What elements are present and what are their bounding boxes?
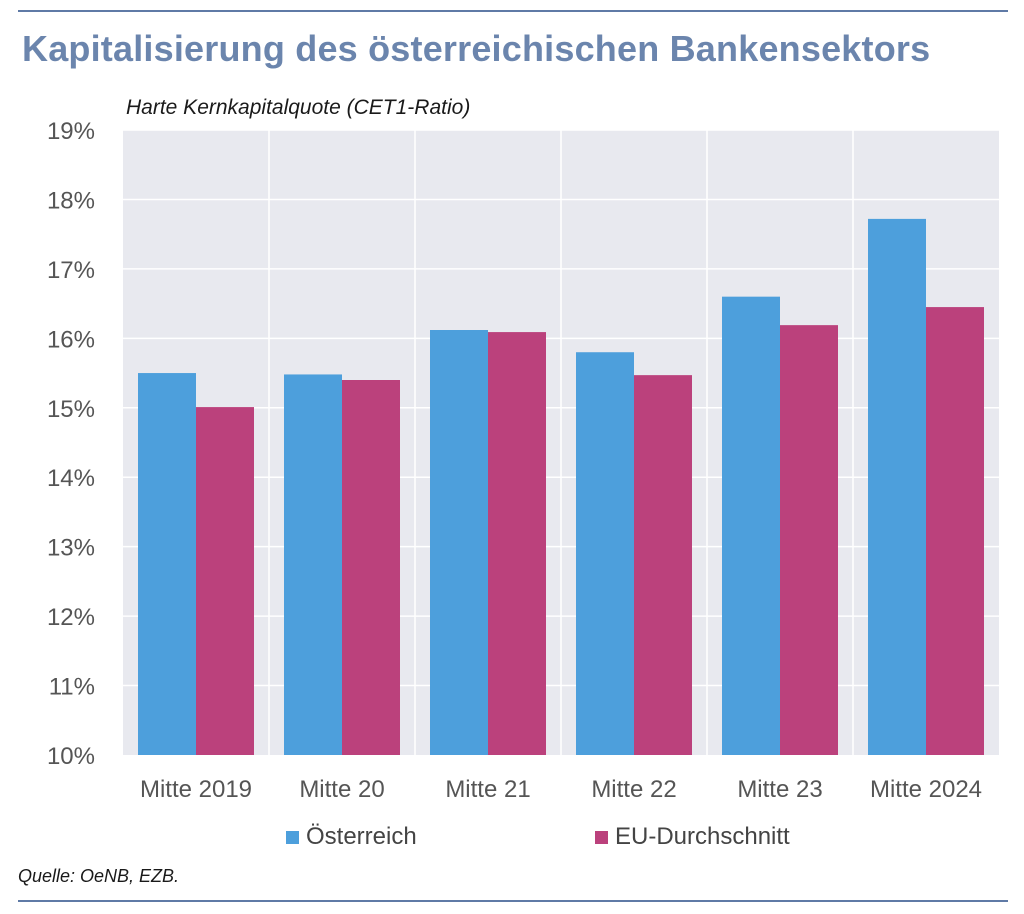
y-tick-label: 15% [47, 396, 95, 423]
bar-oesterreich [430, 330, 488, 755]
plot-area: 10% 11% 12% 13% 14% 15% 16% 17% 18% 19% Mitte 2019… [47, 118, 999, 803]
y-tick-label: 10% [47, 743, 95, 770]
bar-oesterreich [284, 374, 342, 755]
y-tick-label: 17% [47, 257, 95, 284]
x-tick-label: Mitte 2019 [140, 776, 252, 803]
bottom-rule [18, 900, 1008, 902]
top-rule [18, 10, 1008, 12]
page-title: Kapitalisierung des österreichischen Ban… [22, 28, 931, 69]
y-tick-label: 11% [49, 674, 95, 701]
y-tick-label: 18% [47, 187, 95, 214]
bar-eu-durchschnitt [342, 380, 400, 755]
source-note: Quelle: OeNB, EZB. [18, 866, 180, 886]
bar-eu-durchschnitt [926, 307, 984, 755]
bar-eu-durchschnitt [488, 332, 546, 755]
bar-eu-durchschnitt [634, 375, 692, 755]
bar-eu-durchschnitt [196, 407, 254, 755]
x-tick-label: Mitte 23 [737, 776, 822, 803]
chart-subtitle: Harte Kernkapitalquote (CET1-Ratio) [126, 96, 471, 119]
bar-oesterreich [722, 296, 780, 755]
bar-eu-durchschnitt [780, 325, 838, 755]
legend-label-eu-durchschnitt: EU-Durchschnitt [615, 823, 790, 850]
y-tick-label: 16% [47, 326, 95, 353]
legend-label-oesterreich: Österreich [306, 823, 417, 850]
legend-swatch-eu-durchschnitt [595, 830, 608, 844]
y-tick-label: 14% [47, 465, 95, 492]
legend-item-eu-durchschnitt: EU-Durchschnitt [595, 823, 790, 851]
y-tick-label: 12% [47, 604, 95, 631]
y-tick-label: 19% [47, 118, 95, 145]
bar-oesterreich [138, 373, 196, 755]
x-tick-label: Mitte 20 [299, 776, 384, 803]
chart-legend: Österreich EU-Durchschnitt [0, 823, 1024, 859]
x-tick-label: Mitte 21 [445, 776, 530, 803]
y-tick-label: 13% [47, 535, 95, 562]
bar-oesterreich [576, 352, 634, 755]
x-tick-label: Mitte 22 [591, 776, 676, 803]
bar-oesterreich [868, 218, 926, 755]
legend-item-oesterreich: Österreich [286, 823, 417, 851]
x-tick-label: Mitte 2024 [870, 776, 982, 803]
legend-swatch-oesterreich [286, 830, 299, 844]
